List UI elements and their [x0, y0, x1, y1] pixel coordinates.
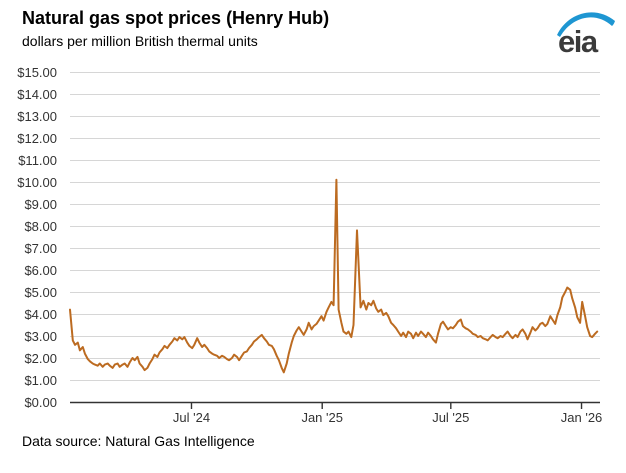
y-axis-label: $14.00 — [17, 87, 57, 102]
eia-logo-text: eia — [558, 24, 599, 56]
x-axis-label: Jan '26 — [561, 410, 603, 425]
x-axis-label: Jul '24 — [173, 410, 210, 425]
y-axis-label: $15.00 — [17, 65, 57, 80]
data-source-note: Data source: Natural Gas Intelligence — [22, 433, 255, 449]
y-axis-label: $10.00 — [17, 175, 57, 190]
y-axis-label: $7.00 — [24, 241, 57, 256]
chart-units-subtitle: dollars per million British thermal unit… — [22, 33, 258, 49]
y-axis-label: $3.00 — [24, 329, 57, 344]
price-line — [69, 178, 599, 374]
y-axis-label: $13.00 — [17, 109, 57, 124]
y-axis-label: $9.00 — [24, 197, 57, 212]
logo-swoosh-icon — [557, 12, 615, 37]
y-axis-label: $4.00 — [24, 307, 57, 322]
eia-logo: eia — [554, 8, 618, 59]
y-axis-label: $1.00 — [24, 373, 57, 388]
y-axis-label: $5.00 — [24, 285, 57, 300]
eia-logo-graphic: eia — [557, 12, 615, 59]
page-title: Natural gas spot prices (Henry Hub) — [22, 8, 330, 28]
y-axis-label: $2.00 — [24, 351, 57, 366]
y-axis-label: $11.00 — [18, 153, 57, 168]
y-axis-label: $12.00 — [17, 131, 57, 146]
y-axis-label: $0.00 — [24, 395, 57, 410]
x-axis-label: Jul '25 — [432, 410, 469, 425]
x-axis-label: Jan '25 — [301, 410, 343, 425]
y-axis-label: $8.00 — [24, 219, 57, 234]
y-axis-label: $6.00 — [24, 263, 57, 278]
